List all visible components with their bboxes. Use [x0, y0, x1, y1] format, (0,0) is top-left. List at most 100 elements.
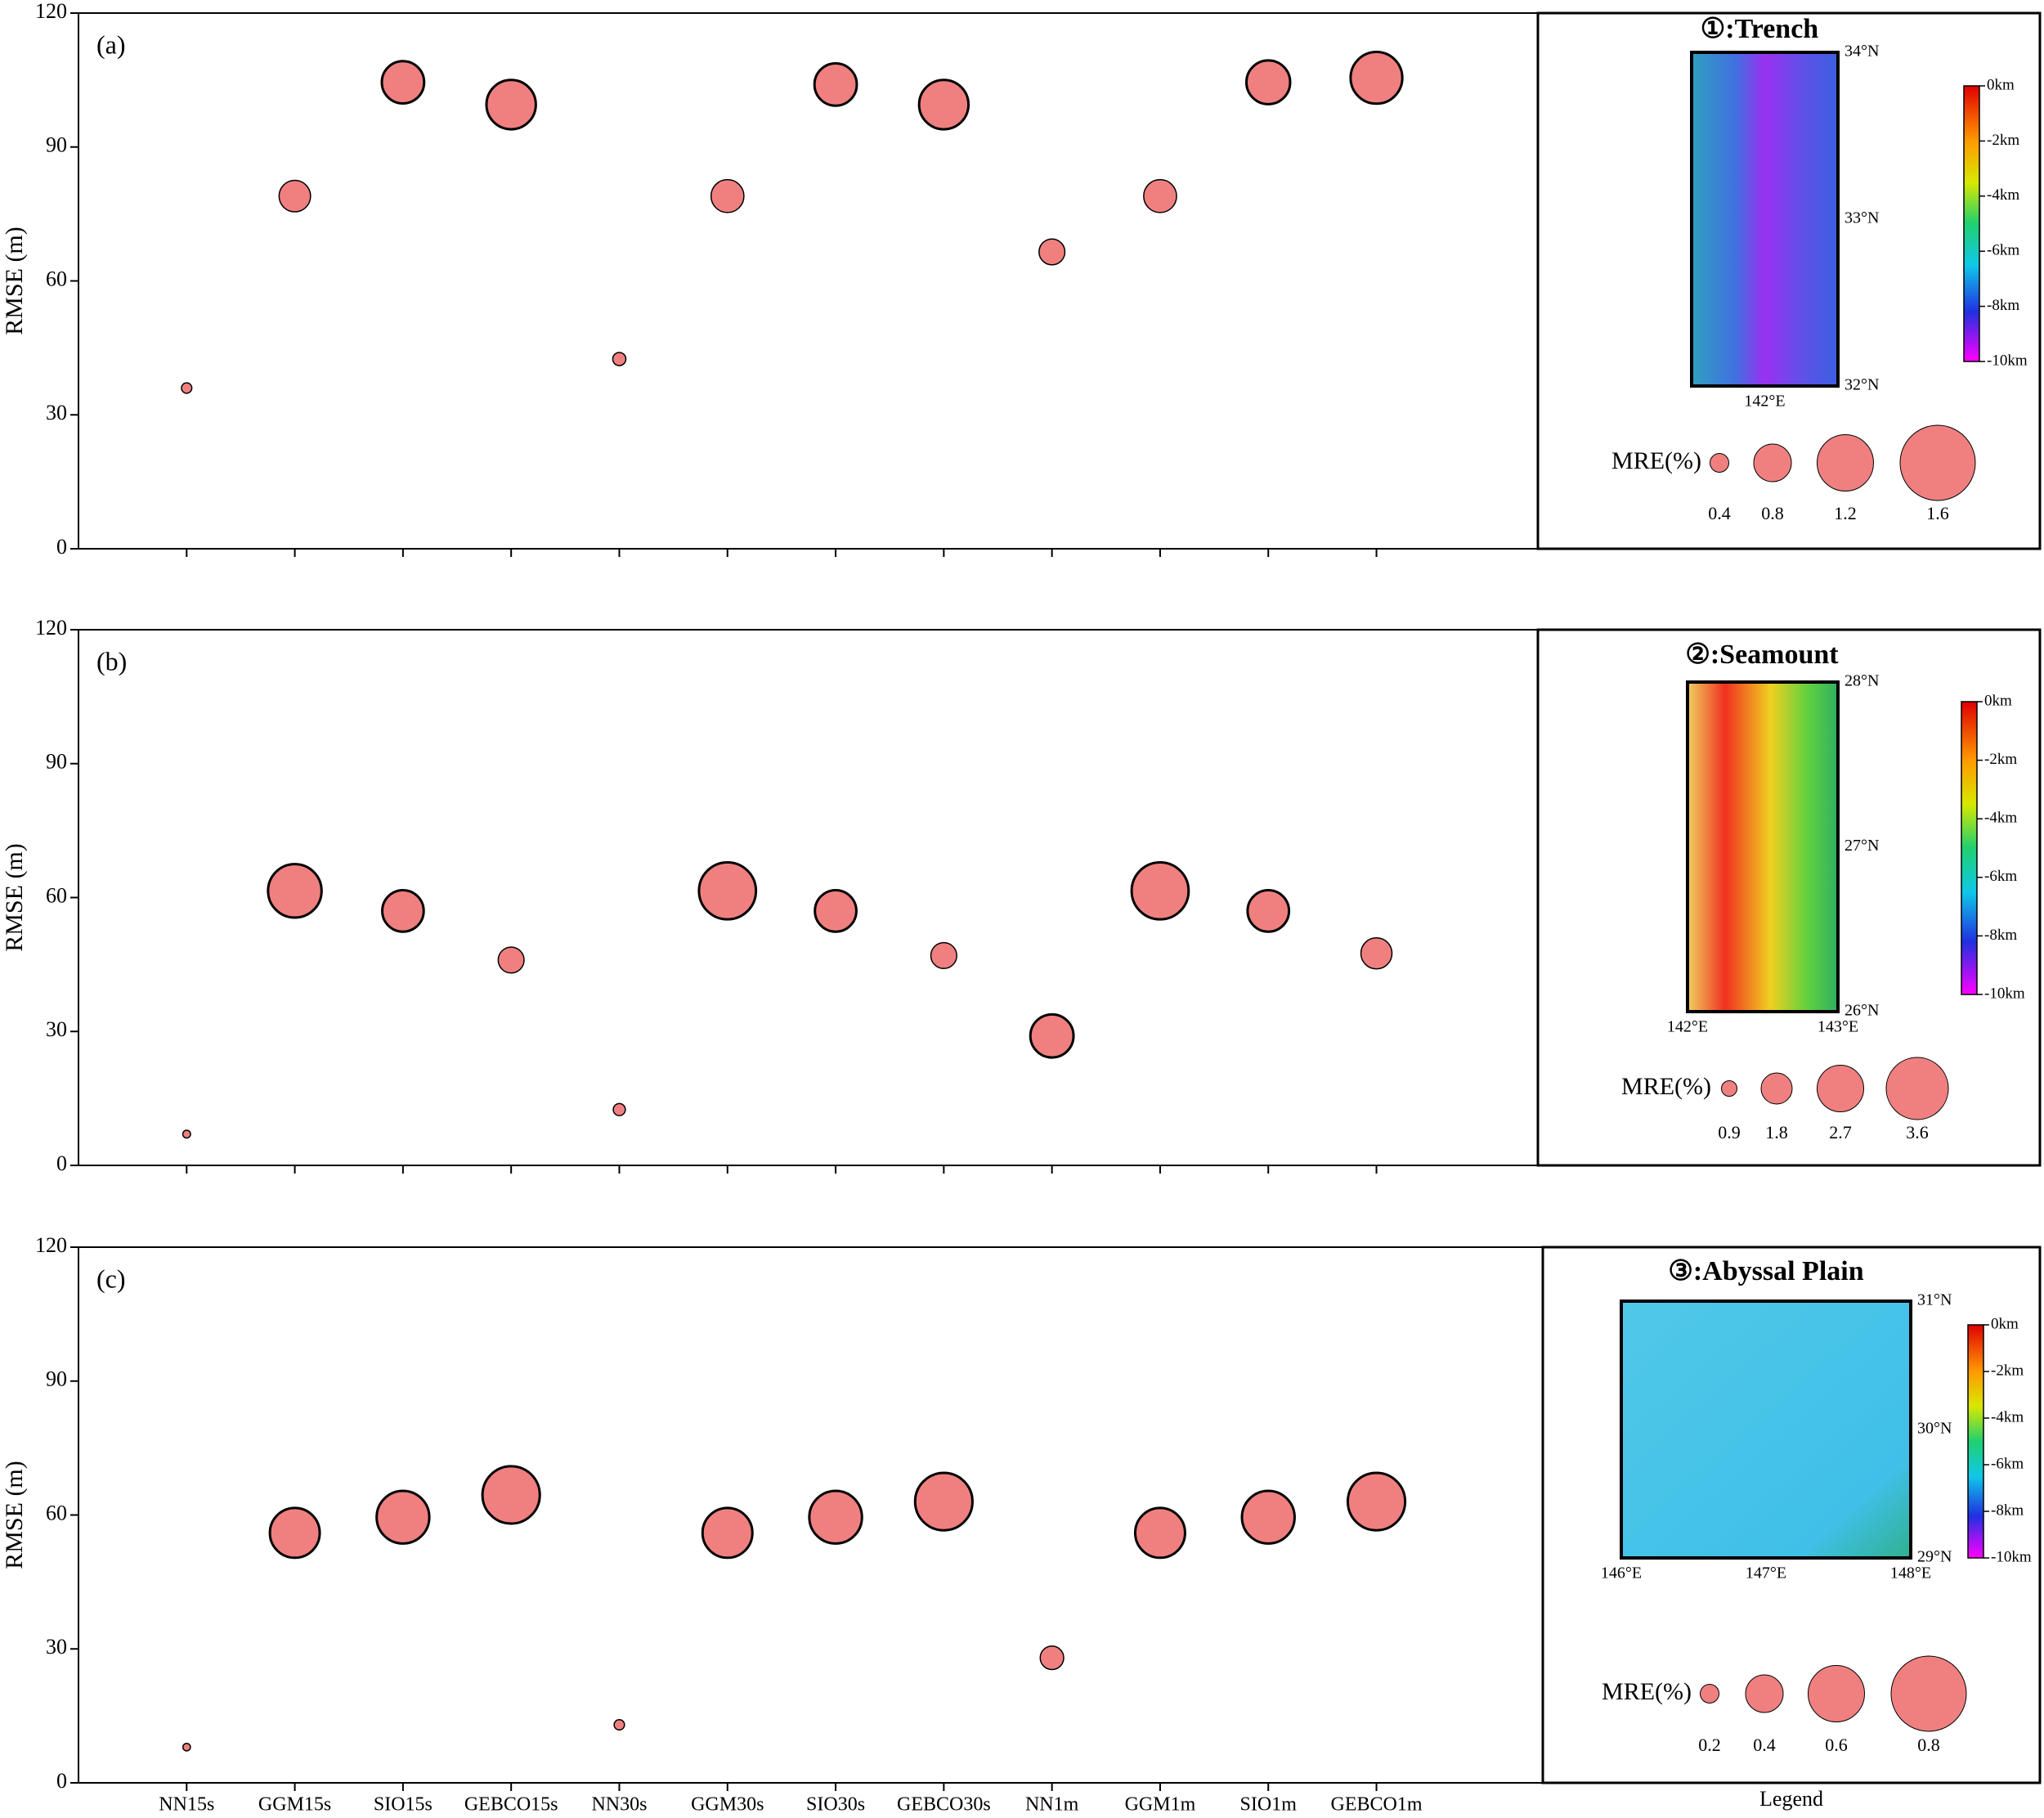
- y-axis-label: RMSE (m): [1, 843, 28, 952]
- lat-label: 34°N: [1845, 43, 1879, 61]
- colorbar-label: -2km: [1991, 1362, 2024, 1379]
- size-legend-bubble: [1808, 1665, 1865, 1722]
- bubble: [917, 79, 970, 131]
- size-legend-label: 0.4: [1753, 1735, 1776, 1755]
- y-tick-label: 0: [56, 1769, 67, 1793]
- size-legend-bubble: [1721, 1080, 1737, 1097]
- bubble: [613, 1718, 625, 1731]
- bubble: [913, 1471, 974, 1532]
- colorbar-label: -8km: [1991, 1502, 2024, 1519]
- y-axis-label: RMSE (m): [1, 227, 28, 335]
- bubble: [181, 382, 193, 394]
- bubble: [1349, 51, 1404, 105]
- x-tick-label: NN15s: [159, 1794, 214, 1816]
- bubble: [697, 860, 758, 921]
- lon-label: 146°E: [1601, 1564, 1642, 1582]
- size-legend-bubble: [1710, 453, 1729, 473]
- y-tick-label: 90: [46, 133, 67, 157]
- bubble: [1039, 1645, 1065, 1671]
- size-legend-bubble: [1745, 1674, 1784, 1713]
- lon-label: 143°E: [1818, 1018, 1858, 1036]
- bubble: [375, 1489, 431, 1545]
- size-legend-title: MRE(%): [1602, 1678, 1692, 1705]
- bubble: [380, 60, 426, 105]
- bubble: [1038, 238, 1066, 266]
- size-legend-bubble: [1885, 1057, 1949, 1120]
- bubble: [1246, 889, 1291, 933]
- size-legend-bubble: [1890, 1655, 1967, 1732]
- bubble: [1029, 1012, 1075, 1059]
- size-legend-label: 2.7: [1829, 1122, 1852, 1142]
- lat-label: 31°N: [1917, 1291, 1952, 1309]
- lat-label: 33°N: [1845, 209, 1879, 227]
- legend-frame: [1536, 11, 2042, 550]
- lat-label: 32°N: [1845, 376, 1879, 394]
- y-tick-label: 30: [46, 1635, 67, 1659]
- y-tick-label: 30: [46, 1017, 67, 1041]
- bubble: [1346, 1471, 1407, 1532]
- colorbar-label: -6km: [1987, 242, 2019, 259]
- size-legend-bubble: [1760, 1072, 1793, 1105]
- legend-frame: [1541, 1246, 2042, 1784]
- bubble: [710, 178, 745, 213]
- size-legend-label: 0.4: [1708, 503, 1731, 523]
- colorbar-label: -6km: [1991, 1455, 2024, 1472]
- y-tick-label: 60: [46, 1501, 67, 1524]
- bubble: [1133, 1506, 1186, 1560]
- y-tick-label: 60: [46, 883, 67, 907]
- panel-label: (b): [96, 646, 127, 676]
- lat-label: 27°N: [1845, 837, 1879, 855]
- bubble: [1244, 59, 1292, 105]
- size-legend-label: 1.8: [1765, 1122, 1788, 1142]
- bubble: [1143, 178, 1177, 213]
- plot-frame: [78, 12, 1539, 550]
- bubble: [930, 941, 957, 970]
- colorbar-label: -6km: [1984, 868, 2017, 885]
- x-tick-label: GGM1m: [1125, 1794, 1196, 1816]
- y-tick-label: 0: [56, 535, 67, 559]
- colorbar-label: -4km: [1987, 186, 2019, 204]
- legend-caption: Legend: [1759, 1787, 1823, 1811]
- bubble: [612, 352, 627, 366]
- bubble: [278, 179, 312, 213]
- bubble: [1240, 1489, 1296, 1545]
- x-tick-label: GEBCO15s: [464, 1794, 558, 1816]
- bubble: [485, 79, 537, 131]
- y-tick-label: 60: [46, 267, 67, 290]
- colorbar-label: -4km: [1991, 1408, 2024, 1425]
- size-legend-label: 3.6: [1906, 1122, 1929, 1142]
- y-tick-label: 30: [46, 401, 67, 424]
- y-tick-label: 120: [35, 616, 67, 640]
- colorbar-label: -8km: [1987, 297, 2019, 314]
- lat-label: 28°N: [1845, 672, 1879, 690]
- y-tick-label: 90: [46, 1367, 67, 1391]
- bubble: [808, 1489, 863, 1545]
- colorbar: [1961, 701, 1978, 995]
- size-legend-bubble: [1753, 443, 1792, 483]
- colorbar-label: 0km: [1987, 76, 2015, 93]
- size-legend-title: MRE(%): [1621, 1073, 1711, 1100]
- x-tick-label: SIO30s: [806, 1794, 865, 1816]
- lat-label: 26°N: [1845, 1002, 1879, 1020]
- colorbar-label: -8km: [1984, 927, 2017, 944]
- lon-label: 142°E: [1744, 393, 1785, 411]
- bubble: [497, 946, 525, 974]
- colorbar-label: 0km: [1984, 692, 2012, 709]
- colorbar-label: -10km: [1984, 985, 2025, 1002]
- inset-map: [1620, 1300, 1912, 1560]
- bubble: [813, 61, 858, 107]
- inset-title: ①:Trench: [1701, 14, 1819, 44]
- x-tick-label: NN1m: [1025, 1794, 1079, 1816]
- x-tick-label: GGM15s: [258, 1794, 331, 1816]
- x-tick-label: GEBCO1m: [1331, 1794, 1423, 1816]
- size-legend-bubble: [1899, 424, 1976, 501]
- lon-label: 142°E: [1667, 1018, 1708, 1036]
- size-legend-title: MRE(%): [1611, 447, 1701, 474]
- panel-label: (a): [96, 29, 126, 59]
- inset-map: [1690, 51, 1840, 388]
- y-tick-label: 120: [35, 1233, 67, 1257]
- bubble: [182, 1129, 191, 1139]
- size-legend-label: 0.9: [1718, 1122, 1741, 1142]
- colorbar: [1963, 85, 1980, 362]
- size-legend-label: 0.8: [1761, 503, 1784, 523]
